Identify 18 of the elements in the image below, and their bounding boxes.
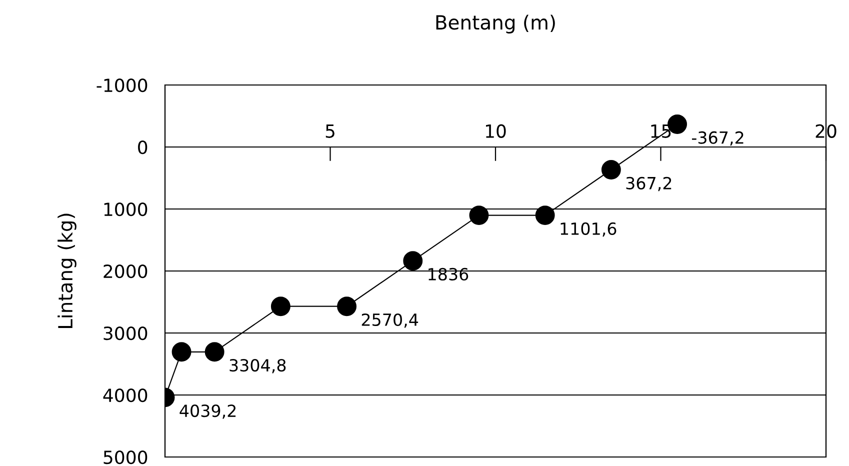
- x-tick-label: 10: [486, 124, 506, 138]
- data-label: -367,2: [692, 131, 744, 146]
- x-tick-label: 5: [326, 124, 334, 138]
- y-tick-label: 4000: [103, 388, 148, 402]
- data-label: 1836: [428, 268, 468, 281]
- y-tick-label: -1000: [96, 78, 148, 92]
- data-label: 1101,6: [560, 222, 616, 237]
- y-tick-label: 1000: [104, 202, 148, 216]
- data-label: 4039,2: [180, 404, 236, 419]
- data-label: 2570,4: [362, 313, 418, 328]
- data-label: 3304,8: [230, 358, 286, 374]
- data-label: 367,2: [626, 176, 672, 192]
- y-tick-label: 2000: [104, 264, 148, 278]
- x-axis-title: Bentang (m): [436, 14, 555, 34]
- y-tick-label: 0: [138, 140, 148, 154]
- y-tick-label: 5000: [104, 450, 148, 464]
- y-tick-label: 3000: [104, 326, 148, 340]
- y-axis-title: Lintang (kg): [58, 214, 76, 328]
